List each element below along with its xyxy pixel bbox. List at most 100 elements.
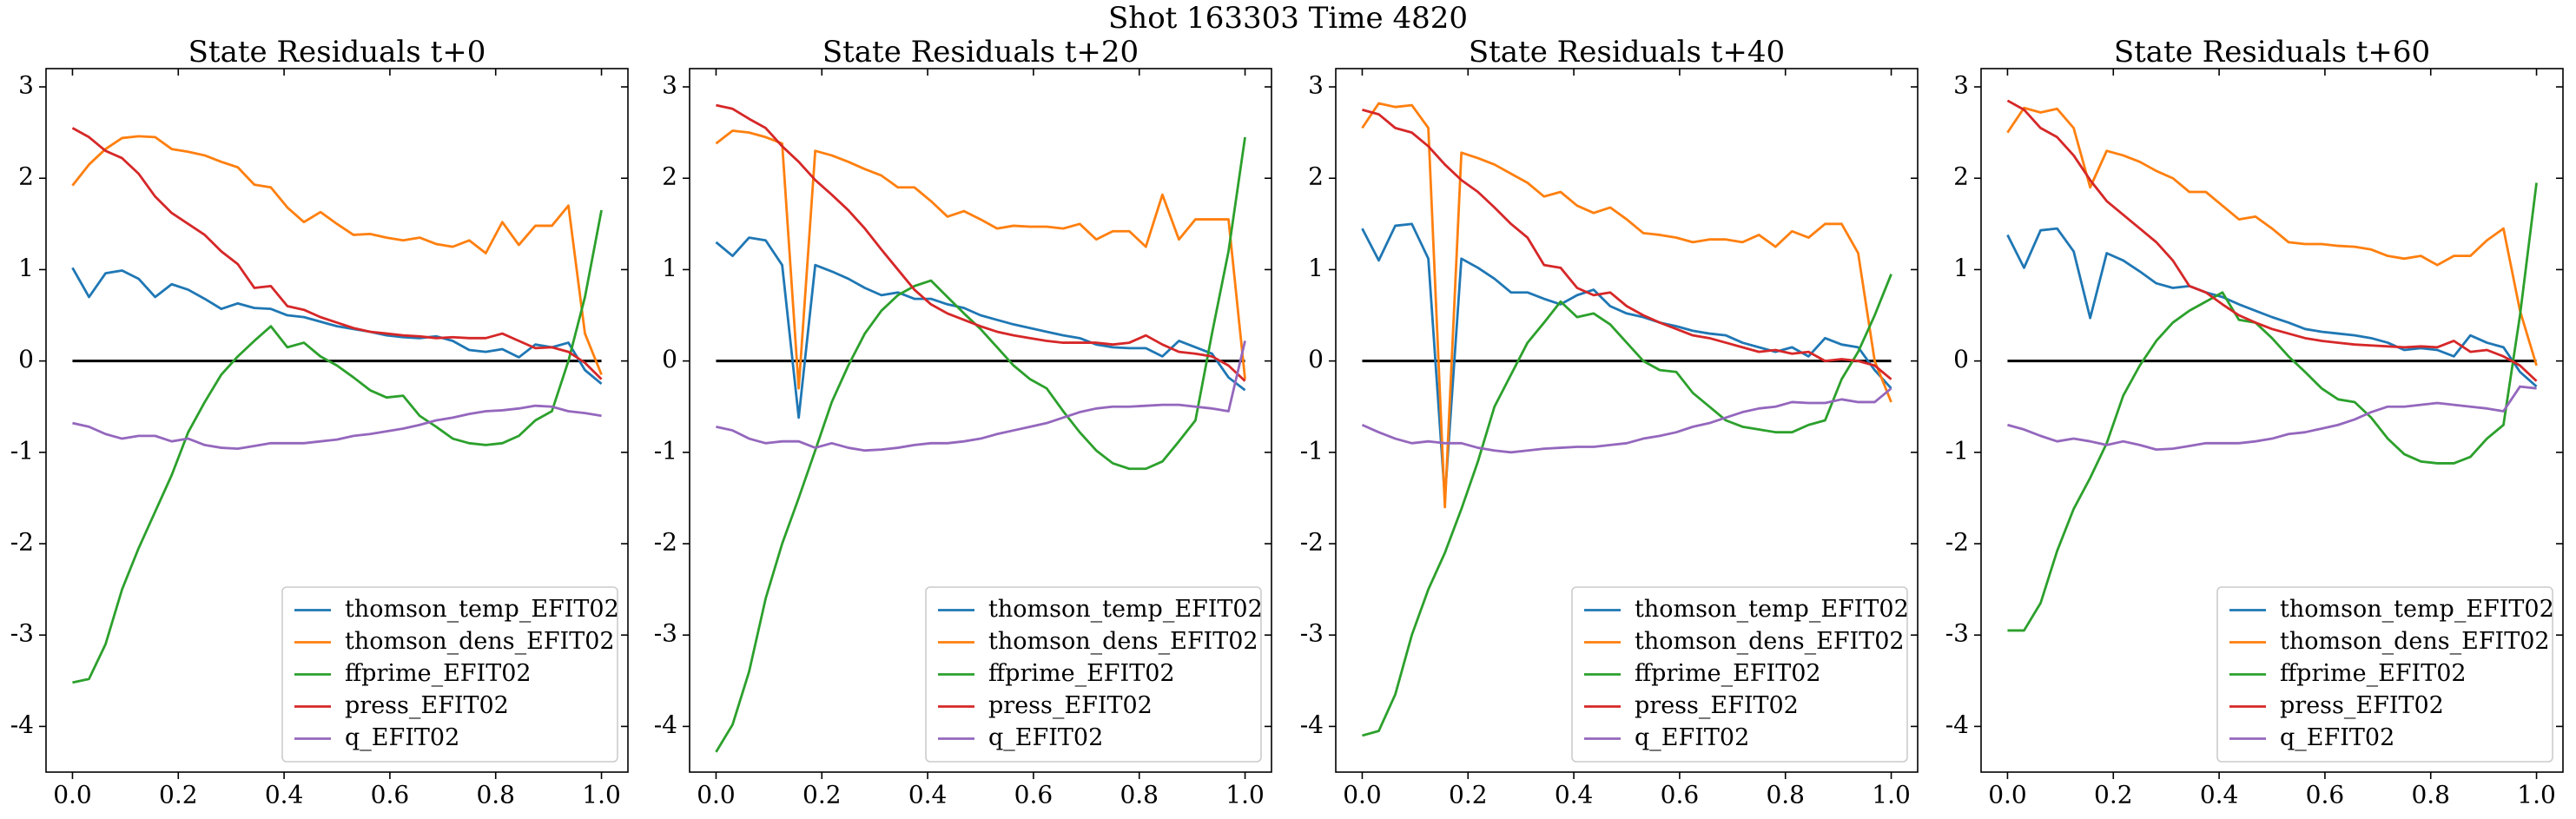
series-line — [716, 340, 1246, 452]
x-tick-label: 0.6 — [2306, 781, 2345, 809]
legend-label: press_EFIT02 — [988, 692, 1153, 719]
x-tick-label: 0.6 — [1661, 781, 1700, 809]
legend-label: thomson_temp_EFIT02 — [1635, 596, 1909, 623]
x-tick-label: 1.0 — [582, 781, 621, 809]
series-line — [715, 136, 1246, 753]
x-tick-label: 0.0 — [53, 781, 92, 809]
legend-label: thomson_dens_EFIT02 — [1635, 628, 1905, 655]
y-tick-label: 1 — [1953, 254, 1969, 282]
series-line — [1362, 274, 1892, 737]
x-tick-label: 0.4 — [265, 781, 304, 809]
y-tick-label: -3 — [10, 619, 34, 648]
series-line — [715, 129, 1246, 390]
x-tick-label: 0.0 — [1343, 781, 1382, 809]
legend: thomson_temp_EFIT02 thomson_dens_EFIT02ff… — [1571, 586, 1909, 763]
subplot: State Residuals t+40 -4 -3 -2 -1 0 1 2 3 0.0 0.2 0.… — [1300, 35, 1919, 809]
subplot: State Residuals t+20 -4 -3 -2 -1 0 1 2 3 0.0 0.2 0.… — [654, 35, 1272, 809]
subplot: State Residuals t+60 -4 -3 -2 -1 0 1 2 3 0.0 0.2 0.… — [1945, 35, 2564, 809]
x-tick-label: 0.6 — [371, 781, 410, 809]
subplot: State Residuals t+0 -4 -3 -2 -1 0 1 2 3 0.0 0.2 0.4… — [10, 35, 629, 809]
legend-label: q_EFIT02 — [2280, 724, 2394, 751]
series-line — [2006, 227, 2538, 388]
y-tick-label: 0 — [18, 345, 34, 373]
legend-label: q_EFIT02 — [345, 724, 459, 751]
legend-label: q_EFIT02 — [988, 724, 1103, 751]
y-tick-label: 2 — [1953, 162, 1969, 191]
subplot-title: State Residuals t+20 — [822, 35, 1139, 69]
legend: thomson_temp_EFIT02 thomson_dens_EFIT02ff… — [281, 586, 619, 763]
y-tick-label: -2 — [654, 528, 677, 557]
x-tick-label: 1.0 — [2517, 781, 2556, 809]
y-tick-label: 3 — [1308, 71, 1324, 100]
series-line — [71, 135, 603, 375]
legend-label: thomson_temp_EFIT02 — [988, 596, 1263, 623]
y-tick-label: -3 — [654, 619, 677, 648]
legend-box — [281, 586, 618, 763]
y-tick-label: 3 — [662, 71, 677, 100]
x-tick-label: 0.2 — [803, 781, 842, 809]
x-tick-label: 0.8 — [2411, 781, 2450, 809]
x-tick-label: 0.4 — [1555, 781, 1594, 809]
x-tick-label: 0.2 — [159, 781, 198, 809]
legend-label: q_EFIT02 — [1635, 724, 1749, 751]
axes-frame — [1335, 68, 1919, 773]
legend-label: thomson_temp_EFIT02 — [345, 596, 619, 623]
y-tick-label: -1 — [654, 436, 677, 465]
y-tick-label: -1 — [1945, 436, 1969, 465]
series-line — [71, 267, 603, 385]
x-tick-label: 1.0 — [1225, 781, 1265, 809]
y-tick-label: 0 — [1308, 345, 1324, 373]
legend: thomson_temp_EFIT02 thomson_dens_EFIT02ff… — [2216, 586, 2554, 763]
x-tick-label: 0.2 — [2094, 781, 2133, 809]
series-line — [2006, 106, 2538, 367]
subplot-title: State Residuals t+60 — [2114, 35, 2430, 69]
y-tick-label: -3 — [1300, 619, 1324, 648]
legend-label: press_EFIT02 — [345, 692, 509, 719]
axes-frame — [689, 68, 1272, 773]
x-tick-label: 0.0 — [1988, 781, 2027, 809]
x-tick-label: 0.4 — [908, 781, 948, 809]
y-tick-label: -4 — [654, 710, 677, 739]
series-line — [715, 236, 1246, 419]
subplot-title: State Residuals t+40 — [1469, 35, 1785, 69]
y-tick-label: 0 — [1953, 345, 1969, 373]
y-tick-label: -4 — [1945, 710, 1969, 739]
x-tick-label: 1.0 — [1872, 781, 1911, 809]
figure-title: Shot 163303 Time 4820 — [1108, 1, 1468, 36]
axes-frame — [1980, 68, 2564, 773]
legend-label: ffprime_EFIT02 — [345, 660, 532, 687]
y-tick-label: -2 — [1300, 528, 1324, 557]
x-tick-label: 0.8 — [1766, 781, 1805, 809]
x-tick-label: 0.8 — [476, 781, 515, 809]
y-tick-label: -4 — [1300, 710, 1324, 739]
series-line — [71, 127, 603, 380]
y-tick-label: 2 — [1308, 162, 1324, 191]
y-tick-label: 3 — [1953, 71, 1969, 100]
legend-label: press_EFIT02 — [1635, 692, 1799, 719]
x-tick-label: 0.4 — [2200, 781, 2239, 809]
y-tick-label: 2 — [18, 162, 34, 191]
x-tick-label: 0.6 — [1014, 781, 1054, 809]
y-tick-label: -3 — [1945, 619, 1969, 648]
legend-label: press_EFIT02 — [2280, 692, 2444, 719]
y-tick-label: 2 — [662, 162, 677, 191]
x-tick-label: 0.2 — [1449, 781, 1488, 809]
y-tick-label: -2 — [1945, 528, 1969, 557]
legend-label: ffprime_EFIT02 — [1635, 660, 1821, 687]
legend-label: thomson_temp_EFIT02 — [2280, 596, 2554, 623]
legend-label: thomson_dens_EFIT02 — [2280, 628, 2550, 655]
y-tick-label: -1 — [1300, 436, 1324, 465]
series-line — [72, 209, 603, 684]
series-line — [2006, 99, 2538, 382]
series-line — [1361, 387, 1892, 454]
series-line — [1362, 108, 1892, 380]
y-tick-label: -1 — [10, 436, 34, 465]
legend-box — [1571, 586, 1908, 763]
legend: thomson_temp_EFIT02 thomson_dens_EFIT02ff… — [925, 586, 1263, 763]
y-tick-label: 3 — [18, 71, 34, 100]
series-line — [1361, 102, 1892, 509]
legend-box — [925, 586, 1262, 763]
series-line — [2007, 385, 2537, 452]
